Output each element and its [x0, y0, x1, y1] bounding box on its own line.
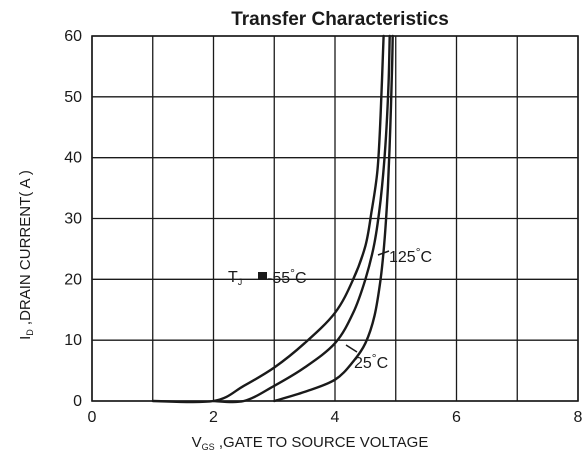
series-layer [151, 34, 394, 404]
y-tick-label: 20 [64, 271, 82, 288]
annotation-tj-minus55: TJ -55°C [228, 266, 307, 287]
label-125c: 125°C [389, 245, 432, 266]
y-tick-labels: 0 10 20 30 40 50 60 [64, 28, 82, 410]
y-axis-label: ID ,DRAIN CURRENT( A ) [17, 170, 35, 340]
leader-125c [377, 250, 390, 256]
y-tick-label: 60 [64, 28, 82, 45]
x-tick-label: 8 [574, 409, 583, 426]
label-125c-unit: C [421, 249, 433, 266]
x-axis-label-sub: GS [202, 442, 215, 452]
label-125c-number: 125 [389, 249, 416, 266]
x-axis-label-main: V [192, 434, 202, 451]
plot-frame [91, 35, 579, 402]
tj-label-sub: J [238, 277, 243, 287]
x-axis-label-text: VGS ,GATE TO SOURCE VOLTAGE [192, 434, 429, 452]
label-25c-unit: C [377, 355, 389, 372]
series-line [151, 34, 385, 404]
x-tick-labels: 0 2 4 6 8 [88, 409, 583, 426]
label-25c-deg: ° [372, 351, 377, 365]
tj-label-main: T [228, 269, 238, 286]
grid-layer [91, 35, 579, 402]
leader-25c [345, 344, 358, 353]
y-tick-label: 30 [64, 211, 82, 228]
series-line [273, 34, 394, 403]
x-tick-label: 0 [88, 409, 97, 426]
annotation-125c: 125°C [377, 245, 432, 266]
y-tick-label: 0 [73, 393, 82, 410]
annotation-25c: 25°C [345, 344, 388, 372]
y-tick-label: 50 [64, 89, 82, 106]
y-axis-label-rest: ,DRAIN CURRENT( A ) [17, 170, 34, 329]
y-tick-label: 40 [64, 150, 82, 167]
tj-marker-square [258, 272, 267, 279]
x-tick-label: 2 [209, 409, 218, 426]
chart-title: Transfer Characteristics [231, 9, 449, 30]
y-axis-label-sub: D [25, 329, 35, 336]
label-25c: 25°C [354, 351, 388, 372]
label-25c-number: 25 [354, 355, 372, 372]
tj-label: TJ [228, 269, 242, 287]
tj-value: -55°C [267, 266, 307, 287]
y-axis-label-main: I [17, 336, 34, 340]
tj-value-deg: ° [290, 266, 295, 280]
tj-value-unit: C [295, 270, 307, 287]
y-axis-label-text: ID ,DRAIN CURRENT( A ) [17, 170, 35, 340]
x-axis-label-rest: ,GATE TO SOURCE VOLTAGE [215, 434, 429, 451]
x-tick-label: 4 [331, 409, 340, 426]
series-line [212, 34, 391, 404]
x-tick-label: 6 [452, 409, 461, 426]
tj-value-number: -55 [267, 270, 290, 287]
y-tick-label: 10 [64, 332, 82, 349]
label-125c-deg: ° [416, 245, 421, 259]
